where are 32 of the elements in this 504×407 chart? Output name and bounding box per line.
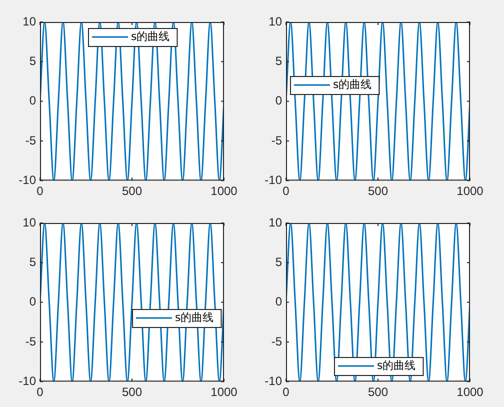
- y-tick-label: 10: [268, 215, 282, 230]
- legend-label: s的曲线: [333, 78, 372, 91]
- y-tick-label: -5: [271, 133, 282, 148]
- y-tick-label: -10: [264, 374, 282, 388]
- y-tick-label: 0: [29, 94, 36, 108]
- y-tick-label: -5: [271, 334, 282, 348]
- x-tick-label: 500: [368, 385, 388, 400]
- y-tick-label: -10: [264, 172, 282, 187]
- y-tick-label: -10: [18, 172, 36, 187]
- y-tick-label: 0: [275, 294, 282, 309]
- x-tick-label: 1000: [210, 184, 238, 198]
- y-tick-label: 0: [275, 94, 282, 108]
- legend-label: s的曲线: [175, 310, 214, 324]
- x-tick-label: 1000: [456, 184, 484, 198]
- x-tick-label: 1000: [456, 385, 484, 400]
- x-tick-label: 500: [122, 184, 142, 198]
- y-tick-label: 10: [268, 14, 282, 28]
- y-tick-label: 10: [22, 215, 36, 230]
- y-tick-label: 5: [275, 54, 282, 68]
- y-tick-label: 5: [29, 54, 36, 68]
- legend-label: s的曲线: [377, 358, 416, 372]
- y-tick-label: -10: [18, 374, 36, 388]
- x-tick-label: 500: [368, 184, 388, 198]
- y-tick-label: 0: [29, 294, 36, 309]
- y-tick-label: -5: [25, 133, 36, 148]
- x-tick-label: 500: [122, 385, 142, 400]
- y-tick-label: -5: [25, 334, 36, 348]
- y-tick-label: 5: [275, 254, 282, 269]
- legend-label: s的曲线: [131, 30, 170, 43]
- x-tick-label: 1000: [210, 385, 238, 400]
- y-tick-label: 5: [29, 254, 36, 269]
- y-tick-label: 10: [22, 14, 36, 28]
